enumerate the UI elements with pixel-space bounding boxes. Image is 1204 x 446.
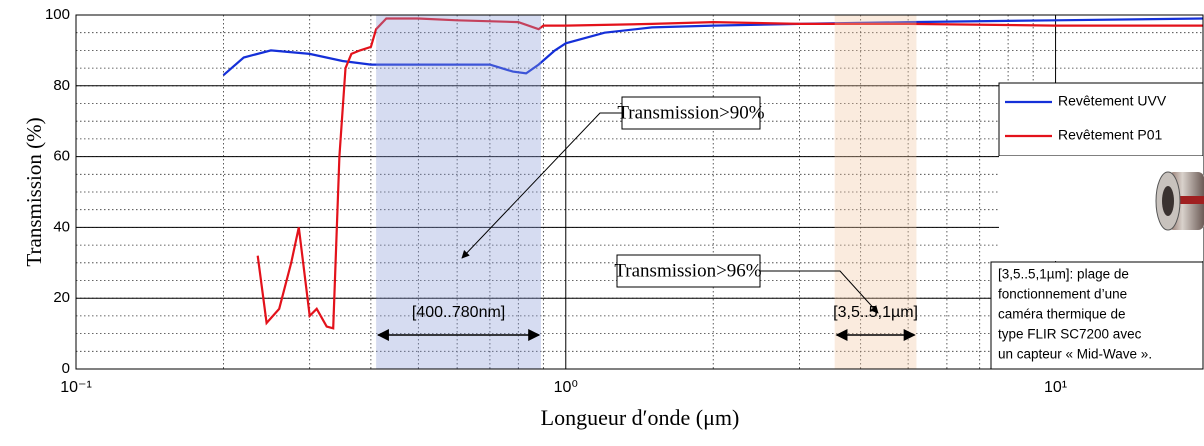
line-series: [222, 17, 1204, 77]
line-series: [256, 17, 1203, 330]
annotation-box: [621, 96, 761, 130]
annotation: Transmission>96%: [614, 260, 761, 281]
lens-ring: [1170, 196, 1204, 204]
y-tick-label: 80: [53, 77, 70, 94]
x-tick-label: 10⁰: [554, 379, 578, 396]
y-axis-label: Transmission (%): [22, 117, 46, 266]
band: [376, 15, 541, 369]
curves: [222, 17, 1204, 330]
y-tick-label: 40: [53, 218, 70, 235]
legend-label: Revêtement UVV: [1058, 93, 1167, 109]
note-line: type FLIR SC7200 avec: [998, 327, 1142, 342]
y-tick-label: 100: [45, 6, 70, 23]
lens-glass: [1162, 186, 1174, 216]
y-tick-label: 60: [53, 148, 70, 165]
x-tick-label: 10⁻¹: [60, 379, 92, 396]
note-line: caméra thermique de: [998, 307, 1126, 322]
labels: 0 20 40 60 80 100 10⁻¹ 10⁰ 10¹ [400..780nm] [3,5..…: [45, 6, 1067, 396]
annotation-arrow: [461, 112, 622, 259]
legend-entries: Revêtement UVV Revêtement P01: [1005, 93, 1167, 143]
annotation: Transmission>90%: [617, 102, 764, 123]
annotation-arrow: [760, 270, 879, 314]
legend-label: Revêtement P01: [1058, 127, 1162, 143]
x-tick-label: 10¹: [1044, 379, 1067, 396]
y-tick-label: 20: [53, 289, 70, 306]
band-label: [400..780nm]: [412, 304, 505, 321]
note-line: fonctionnement d’une: [998, 287, 1127, 302]
band-label: [3,5..5,1µm]: [833, 304, 918, 321]
note-line: [3,5..5,1µm]: plage de: [998, 267, 1129, 282]
lens-image: [1155, 171, 1204, 231]
x-axis-label: Longueur d′onde (μm): [541, 405, 740, 430]
note-box: [990, 261, 1204, 370]
note: [3,5..5,1µm]: plage de fonctionnement d’u…: [998, 267, 1152, 362]
legend: [998, 82, 1204, 157]
note-line: un capteur « Mid-Wave ».: [998, 347, 1152, 362]
y-tick-label: 0: [62, 360, 70, 377]
